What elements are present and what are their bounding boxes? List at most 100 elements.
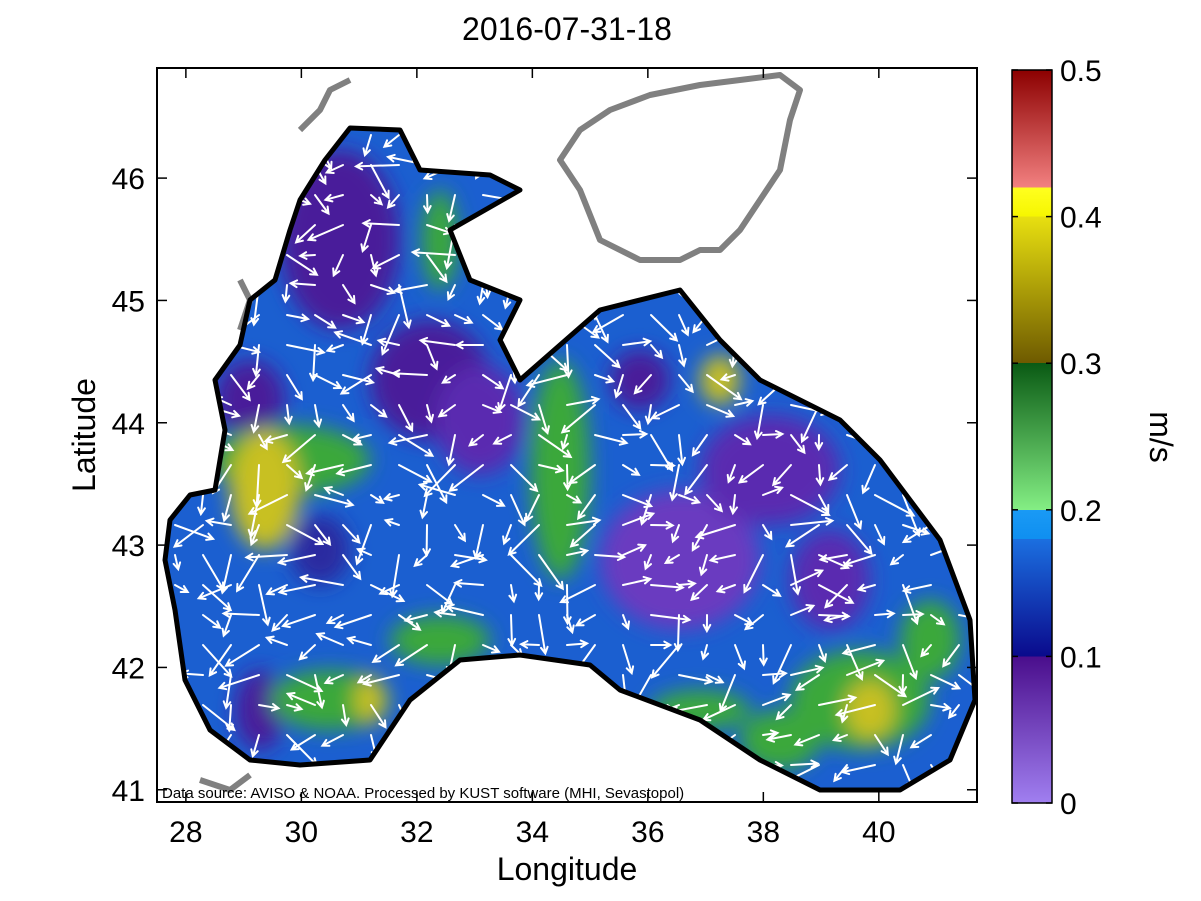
current-arrow [930,614,946,626]
current-arrow [454,554,488,564]
current-arrow [790,664,825,676]
current-arrow [174,584,190,593]
current-arrow [566,395,601,406]
plot-frame [156,67,978,803]
current-arrow [818,584,855,604]
current-arrow [286,374,303,401]
current-arrow [560,404,596,434]
current-arrow [818,494,830,514]
current-arrow [446,194,456,223]
current-arrow [790,569,825,586]
current-arrow [482,494,506,507]
current-arrow [759,644,768,667]
y-axis: 41 42 43 44 45 46 [112,163,977,808]
current-arrow [224,644,260,667]
current-arrow [576,494,596,521]
colorbar-tick-label: 0.1 [1060,641,1102,674]
current-arrow [277,584,316,596]
current-arrow [298,251,316,260]
x-tick-label: 36 [631,816,664,849]
current-arrow [360,314,372,346]
current-arrow [670,524,680,544]
current-arrow [762,669,788,679]
current-arrow [650,640,673,650]
current-arrow [306,224,344,242]
current-arrow [370,404,388,418]
current-arrow [762,729,780,739]
current-arrow [370,704,387,729]
current-arrow [762,485,784,496]
current-arrow [454,340,484,350]
colorbar-tick-label: 0.3 [1060,348,1102,381]
y-tick-label: 46 [112,163,145,196]
current-arrow [815,464,825,487]
current-arrow [559,584,596,604]
current-arrow [426,254,448,284]
y-tick-label: 44 [112,408,145,441]
current-arrow [715,584,736,594]
current-arrow [433,608,456,618]
x-tick-label: 32 [400,816,433,849]
current-arrow [790,554,801,596]
current-arrow [244,552,288,562]
current-arrow [525,494,540,523]
current-arrow [445,434,456,467]
current-arrow [947,704,960,720]
current-arrow [846,524,873,556]
current-arrow [743,614,764,631]
current-arrow [410,248,456,257]
current-arrow [507,524,540,556]
current-arrow [342,524,361,545]
current-arrow [221,494,232,523]
current-arrow [468,434,484,447]
current-arrow [298,574,344,586]
current-arrow [314,374,343,390]
current-arrow [827,464,848,481]
current-arrow [371,254,400,270]
current-arrow [633,374,652,395]
current-arrow [691,434,708,457]
current-arrow [281,434,316,464]
current-arrow [678,314,690,337]
x-tick-label: 30 [285,816,318,849]
current-arrow [345,635,372,646]
current-arrow [393,284,428,295]
current-arrow [678,344,687,368]
current-arrow [383,518,400,527]
current-arrow [622,429,649,439]
current-arrow [622,464,641,476]
coastline [162,125,977,793]
current-arrow [594,344,621,369]
current-arrow [594,374,616,384]
current-arrow [678,374,694,394]
current-arrow [734,644,746,671]
colorbar-scale [1011,69,1053,804]
current-arrow [901,524,932,544]
current-arrow [706,404,736,418]
current-arrow [423,194,432,215]
current-arrow [265,584,288,596]
current-arrow [230,374,251,402]
current-arrow [355,547,372,556]
current-arrow [591,314,624,334]
plot-title: 2016-07-31-18 [462,11,672,47]
current-arrow [566,614,575,635]
current-arrow [566,494,583,504]
current-arrow [800,404,820,444]
current-arrow [622,575,653,586]
current-arrow [258,434,268,451]
current-arrow [901,584,932,594]
current-arrow [426,314,451,328]
x-tick-label: 40 [862,816,895,849]
map-plot-area: Data source: AVISO & NOAA. Processed by … [157,68,977,802]
current-arrow [538,614,549,656]
current-arrow [706,674,725,684]
current-arrow [840,764,876,776]
current-arrow [569,524,596,548]
current-arrow [700,644,710,661]
current-arrow [694,524,736,540]
current-arrow [454,314,474,325]
current-arrow [398,404,414,433]
y-tick-label: 42 [112,652,145,685]
current-arrow [315,632,344,646]
